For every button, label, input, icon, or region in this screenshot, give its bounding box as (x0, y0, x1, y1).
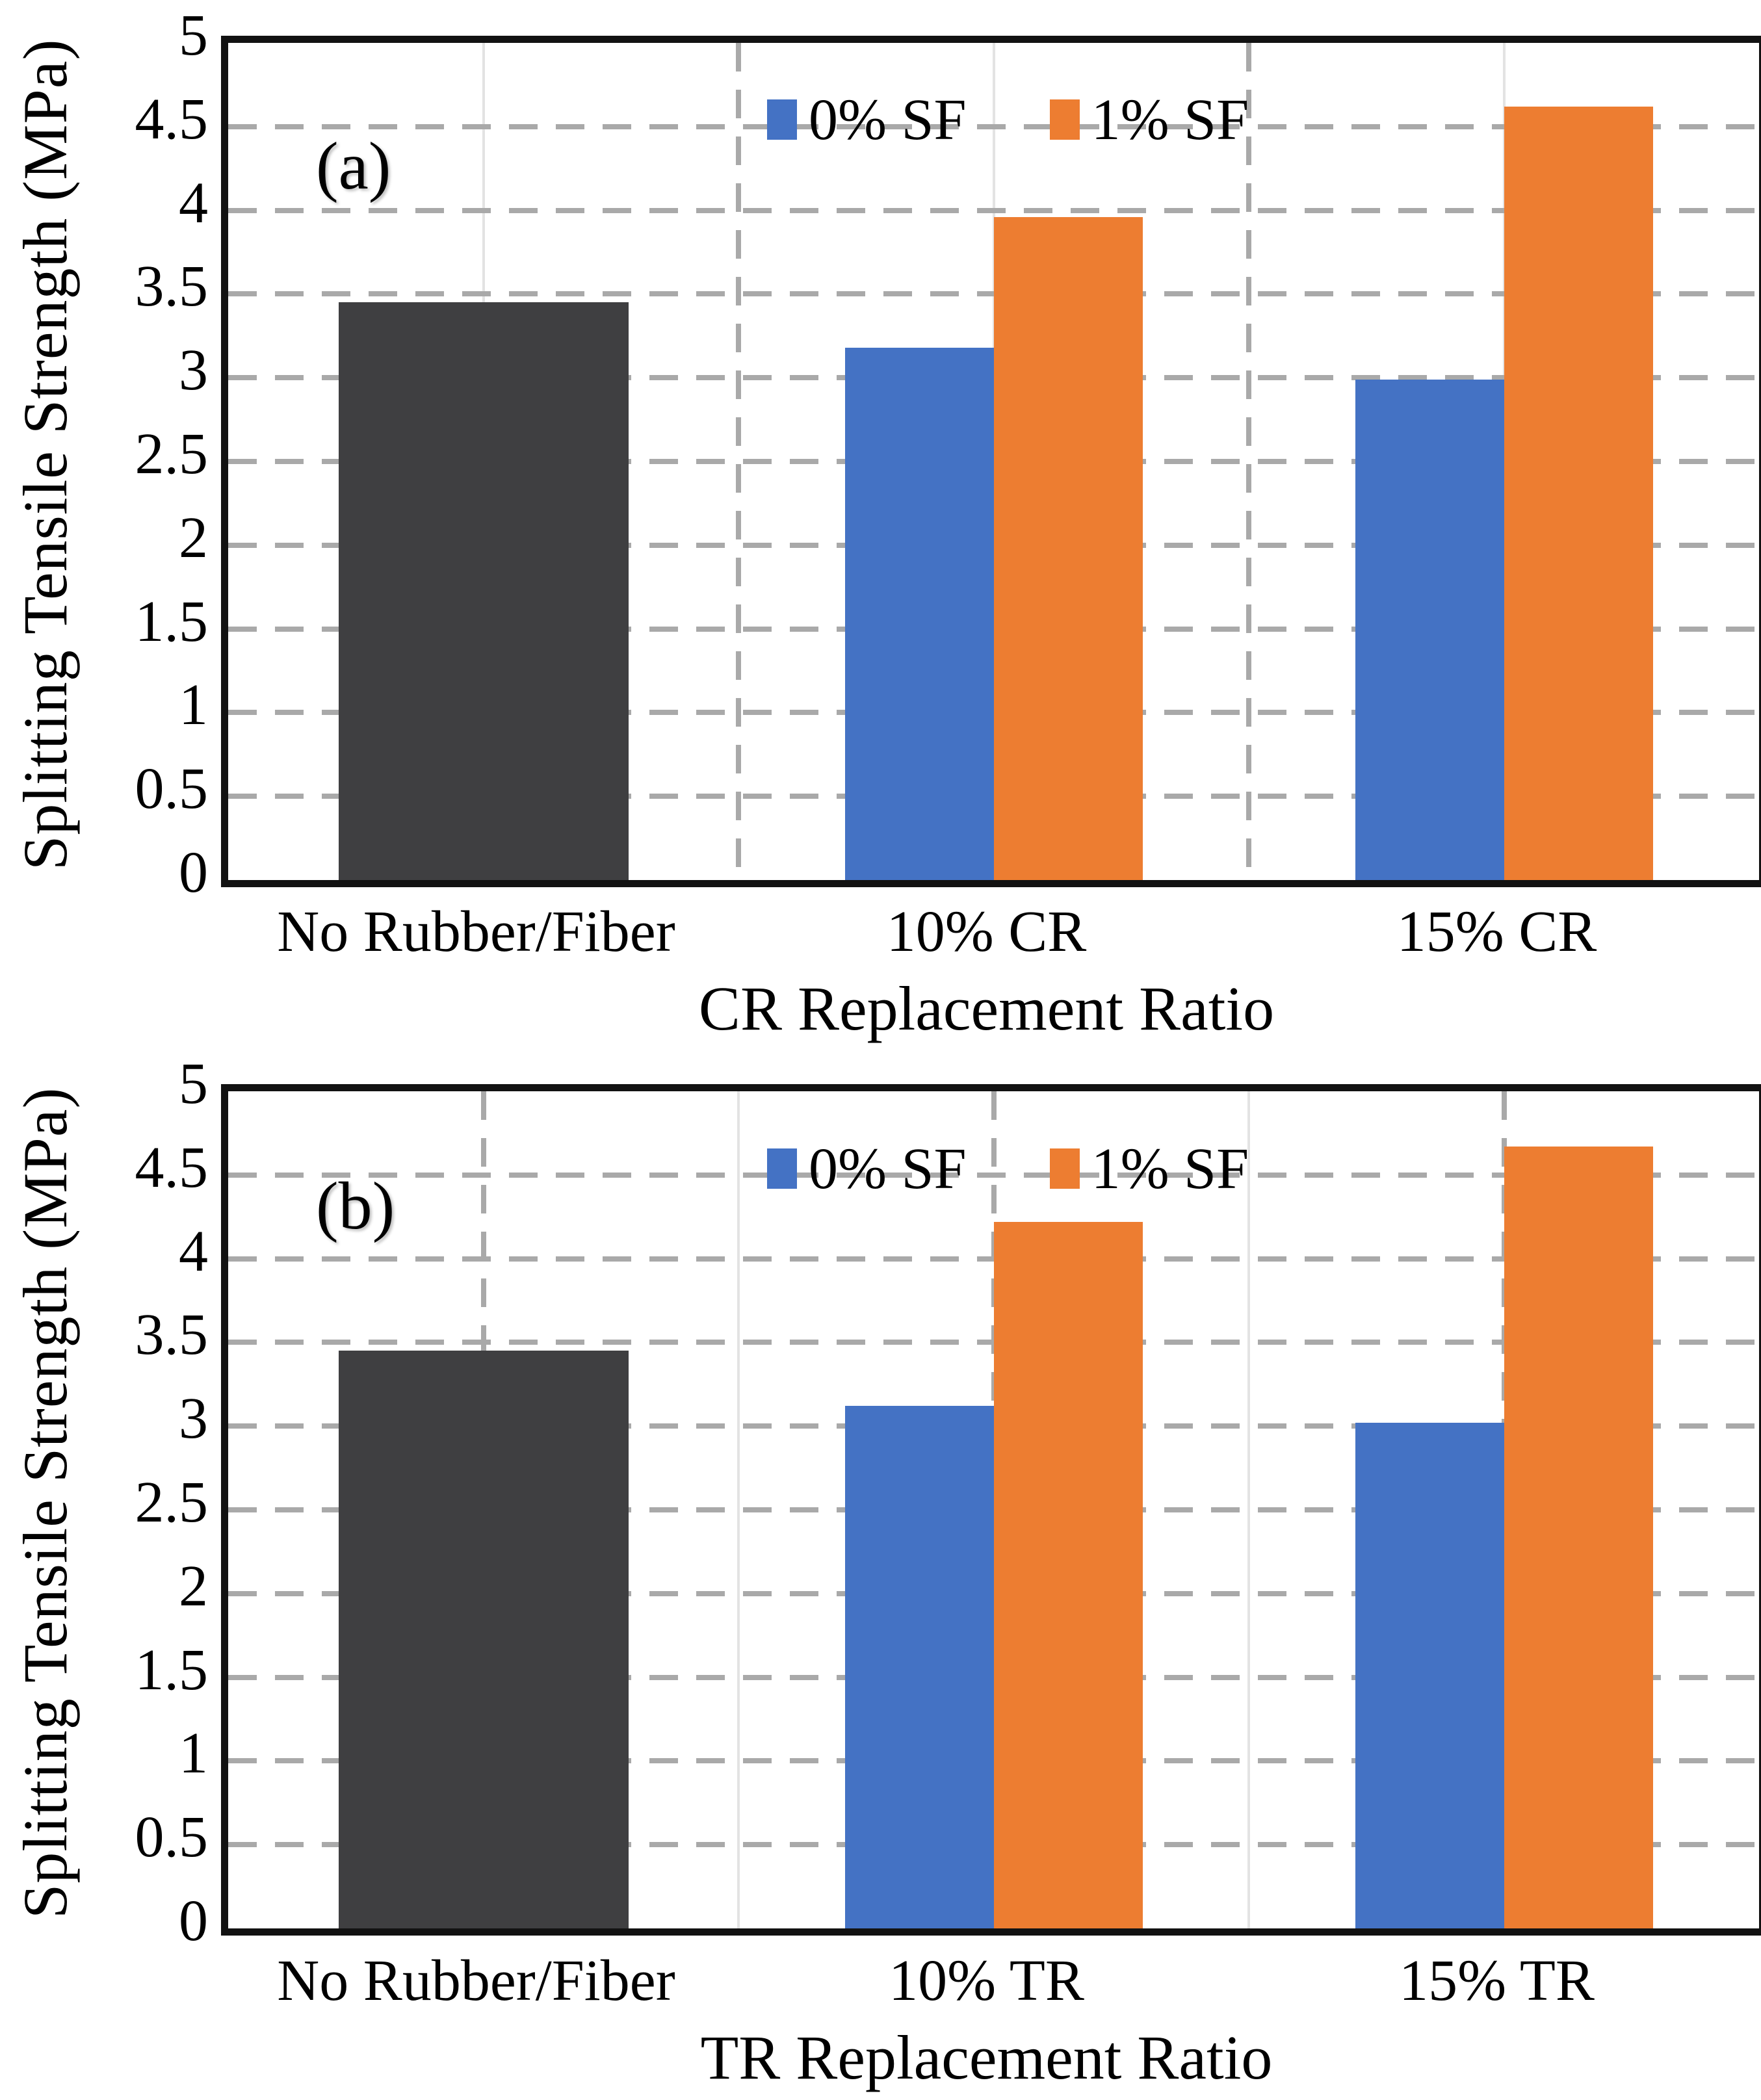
y-axis-tick-label: 4 (179, 170, 208, 235)
horizontal-dashed-gridline (228, 1172, 1759, 1178)
y-axis-tick-label: 0.5 (135, 1805, 209, 1870)
y-axis-tick-label: 1 (179, 1721, 208, 1786)
y-axis-tick-label: 3 (179, 1386, 208, 1451)
horizontal-dashed-gridline (228, 207, 1759, 213)
legend-entry-1sf: 1% SF (1049, 86, 1249, 153)
legend-entry-0sf: 0% SF (767, 86, 967, 153)
x-axis-category-label: No Rubber/Fiber (277, 900, 675, 964)
legend-entry-0sf: 0% SF (767, 1135, 967, 1202)
y-axis-tick-label: 2.5 (135, 1470, 209, 1535)
y-axis-tick-label: 1.5 (135, 1637, 209, 1702)
x-axis-category-label: 10% CR (886, 900, 1087, 964)
y-axis-tick-label: 1.5 (135, 589, 209, 654)
y-axis-tick-label: 4.5 (135, 86, 209, 151)
y-axis-tick-label: 5 (179, 3, 208, 68)
legend-swatch-1sf-icon (1049, 99, 1080, 140)
y-axis-tick-label: 5 (179, 1052, 208, 1116)
panel-label: (b) (316, 1169, 395, 1243)
y-axis-tick-label: 3.5 (135, 254, 209, 319)
legend-swatch-0sf-icon (767, 1148, 797, 1189)
bar-1-sf-10-tr (993, 1221, 1143, 1928)
legend-swatch-0sf-icon (767, 99, 797, 140)
legend-label-0sf: 0% SF (809, 1136, 967, 1201)
x-axis-category-label: 15% CR (1396, 900, 1597, 964)
bar-0-sf-15-tr (1355, 1423, 1504, 1928)
y-axis-tick-label: 4.5 (135, 1135, 209, 1200)
y-axis-tick-label: 2 (179, 1553, 208, 1618)
bar-1-sf-15-cr (1504, 106, 1653, 880)
legend-entry-1sf: 1% SF (1049, 1135, 1249, 1202)
bar-control-no-rubber-fiber (338, 1351, 629, 1928)
legend-swatch-1sf-icon (1049, 1148, 1080, 1189)
y-axis-tick-label: 0 (179, 1889, 208, 1953)
y-axis-tick-label: 2 (179, 505, 208, 570)
legend-label-1sf: 1% SF (1091, 87, 1249, 152)
bar-0-sf-15-cr (1355, 379, 1504, 880)
legend-label-0sf: 0% SF (809, 87, 967, 152)
legend-label-1sf: 1% SF (1091, 1136, 1249, 1201)
y-axis-tick-label: 4 (179, 1219, 208, 1284)
x-axis-category-label: 15% TR (1399, 1949, 1595, 2013)
plot-area (221, 36, 1761, 887)
y-axis-tick-label: 0.5 (135, 757, 209, 822)
panel-label: (a) (316, 129, 391, 203)
legend: 0% SF 1% SF (767, 1136, 1249, 1201)
x-axis-title: TR Replacement Ratio (700, 2023, 1273, 2092)
y-axis-tick-label: 2.5 (135, 422, 209, 486)
bar-1-sf-10-cr (993, 216, 1143, 880)
bar-control-no-rubber-fiber (338, 302, 629, 880)
bar-1-sf-15-tr (1504, 1147, 1653, 1928)
y-axis-tick-label: 1 (179, 673, 208, 738)
legend: 0% SF 1% SF (767, 87, 1249, 152)
x-axis-category-label: 10% TR (889, 1949, 1084, 2013)
horizontal-dashed-gridline (228, 123, 1759, 129)
y-axis-tick-label: 3.5 (135, 1303, 209, 1368)
plot-area (221, 1084, 1761, 1936)
bar-0-sf-10-tr (844, 1406, 994, 1928)
y-axis-tick-label: 3 (179, 338, 208, 403)
x-axis-title: CR Replacement Ratio (698, 974, 1275, 1043)
bar-0-sf-10-cr (844, 347, 994, 880)
y-axis-tick-label: 0 (179, 840, 208, 905)
x-axis-category-label: No Rubber/Fiber (277, 1949, 675, 2013)
